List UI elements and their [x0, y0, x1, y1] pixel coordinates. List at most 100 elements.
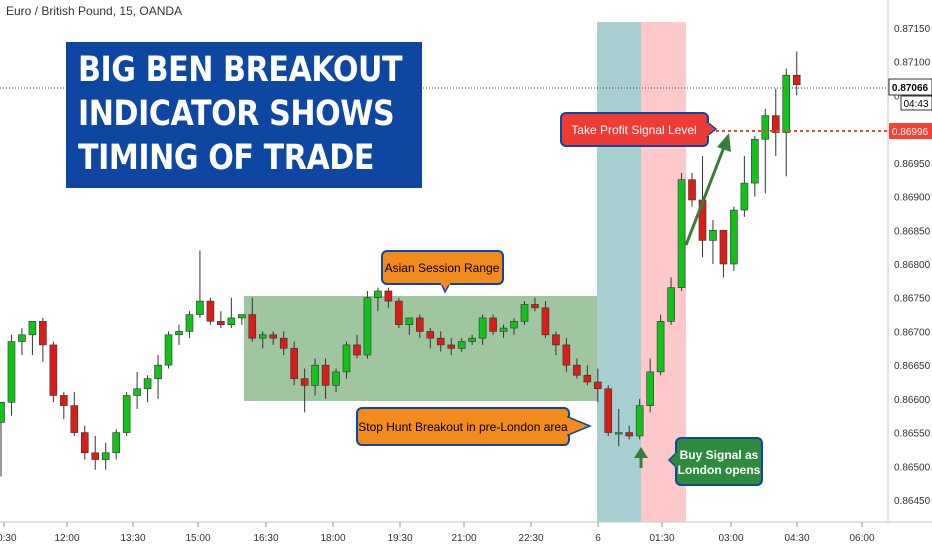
candle — [133, 371, 141, 409]
candle — [7, 334, 16, 416]
candle-body-bear — [49, 344, 58, 396]
candle-body-bull — [7, 341, 16, 403]
current-price-badge — [888, 78, 932, 96]
symbol-title[interactable]: Euro / British Pound, 15, OANDA — [6, 4, 183, 18]
candle-body-bull — [101, 452, 110, 460]
candle — [290, 341, 298, 386]
time-tick-label: 16:30 — [253, 533, 278, 544]
candle-body-bull — [363, 297, 372, 356]
candle-body-bear — [562, 344, 571, 366]
candle-body-bull — [457, 341, 466, 349]
candle-body-bull — [761, 115, 770, 140]
candle-body-bull — [175, 331, 183, 336]
candle — [656, 314, 665, 376]
candle — [154, 355, 162, 399]
candle-body-bull — [751, 138, 759, 184]
candle — [562, 338, 571, 372]
candle — [667, 277, 675, 325]
candle-body-bear — [447, 344, 456, 349]
candle-body-bear — [321, 364, 330, 386]
candle — [206, 297, 215, 325]
tp-price-badge — [889, 123, 932, 139]
candle-body-bull — [374, 290, 382, 299]
candle-body-bull — [332, 371, 340, 386]
time-tick-label: 6 — [595, 533, 601, 544]
candle-body-bull — [258, 334, 267, 339]
take-profit-label: Take Profit Signal Level — [571, 123, 696, 137]
candle-body-bull — [656, 321, 665, 373]
candle — [332, 368, 340, 393]
candle — [258, 331, 267, 349]
candle — [478, 314, 487, 345]
price-tick-label: 0.86550 — [894, 429, 931, 440]
candle-body-bull — [730, 209, 738, 265]
candle — [740, 156, 749, 217]
candle — [80, 425, 89, 460]
headline-line-1: BIG BEN BREAKOUT — [78, 50, 403, 90]
candle-body-bear — [531, 304, 539, 309]
candle — [499, 324, 508, 339]
candle — [719, 229, 728, 278]
candle-body-bull — [646, 371, 654, 406]
candle — [342, 341, 351, 379]
candle-body-bear — [39, 321, 47, 346]
stop-hunt-callout: Stop Hunt Breakout in pre-London area — [356, 407, 592, 446]
candle — [468, 334, 476, 345]
price-tick-label: 0.86750 — [894, 294, 931, 305]
candle — [395, 297, 403, 329]
candle-body-bull — [122, 395, 131, 433]
candle-body-bear — [300, 378, 309, 386]
candle-body-bear — [206, 300, 215, 322]
time-tick-label: 03:00 — [718, 533, 743, 544]
candle-body-bear — [248, 314, 257, 339]
candle — [363, 290, 372, 359]
candle — [520, 301, 529, 325]
candle-body-bear — [573, 364, 581, 376]
candle — [217, 311, 225, 329]
candle-body-bull — [614, 432, 623, 435]
candle — [185, 311, 194, 339]
buy-signal-callout: Buy Signal as London opens — [667, 437, 763, 486]
candle-body-bear — [436, 337, 445, 346]
price-tick-label: 0.86700 — [894, 327, 931, 338]
candle-body-bear — [426, 331, 435, 339]
stop-hunt-label: Stop Hunt Breakout in pre-London area — [358, 420, 568, 434]
candle-body-bear — [583, 374, 592, 383]
candle — [164, 331, 173, 369]
time-tick-label: 21:00 — [451, 533, 476, 544]
candle — [489, 314, 497, 335]
candle — [353, 334, 361, 359]
candle-body-bull — [405, 317, 414, 325]
candle-body-bull — [196, 300, 204, 315]
candle — [279, 331, 288, 356]
candle — [552, 331, 560, 356]
blue-session-band — [597, 22, 641, 522]
candle — [101, 442, 110, 470]
time-tick-label: 12:00 — [54, 533, 79, 544]
candle-body-bull — [468, 337, 476, 342]
time-tick-label: 13:30 — [120, 533, 145, 544]
trend-arrowhead — [717, 133, 731, 152]
tp-price-value: 0.86996 — [892, 127, 929, 138]
candle-body-bear — [489, 317, 497, 332]
candle-body-bear — [290, 347, 298, 379]
time-axis[interactable]: 10:30 12:00 13:30 15:00 16:30 18:00 19:30 21:00… — [0, 522, 875, 544]
candle — [625, 425, 634, 440]
candle-body-bear — [625, 432, 634, 437]
candle — [792, 51, 801, 96]
countdown-badge — [900, 95, 932, 111]
candle — [782, 68, 791, 177]
candle-body-bear — [552, 334, 560, 346]
price-tick-label: 0.86800 — [894, 260, 931, 271]
candle — [143, 375, 152, 403]
candle-body-bull — [499, 327, 508, 332]
candle-body-bull — [112, 432, 120, 454]
candle — [457, 338, 466, 352]
candle — [374, 287, 382, 312]
candle — [248, 297, 257, 342]
candle-body-bear — [279, 337, 288, 349]
price-tick-label: 0.86950 — [894, 159, 931, 170]
candle — [593, 368, 602, 403]
candle — [49, 341, 58, 403]
